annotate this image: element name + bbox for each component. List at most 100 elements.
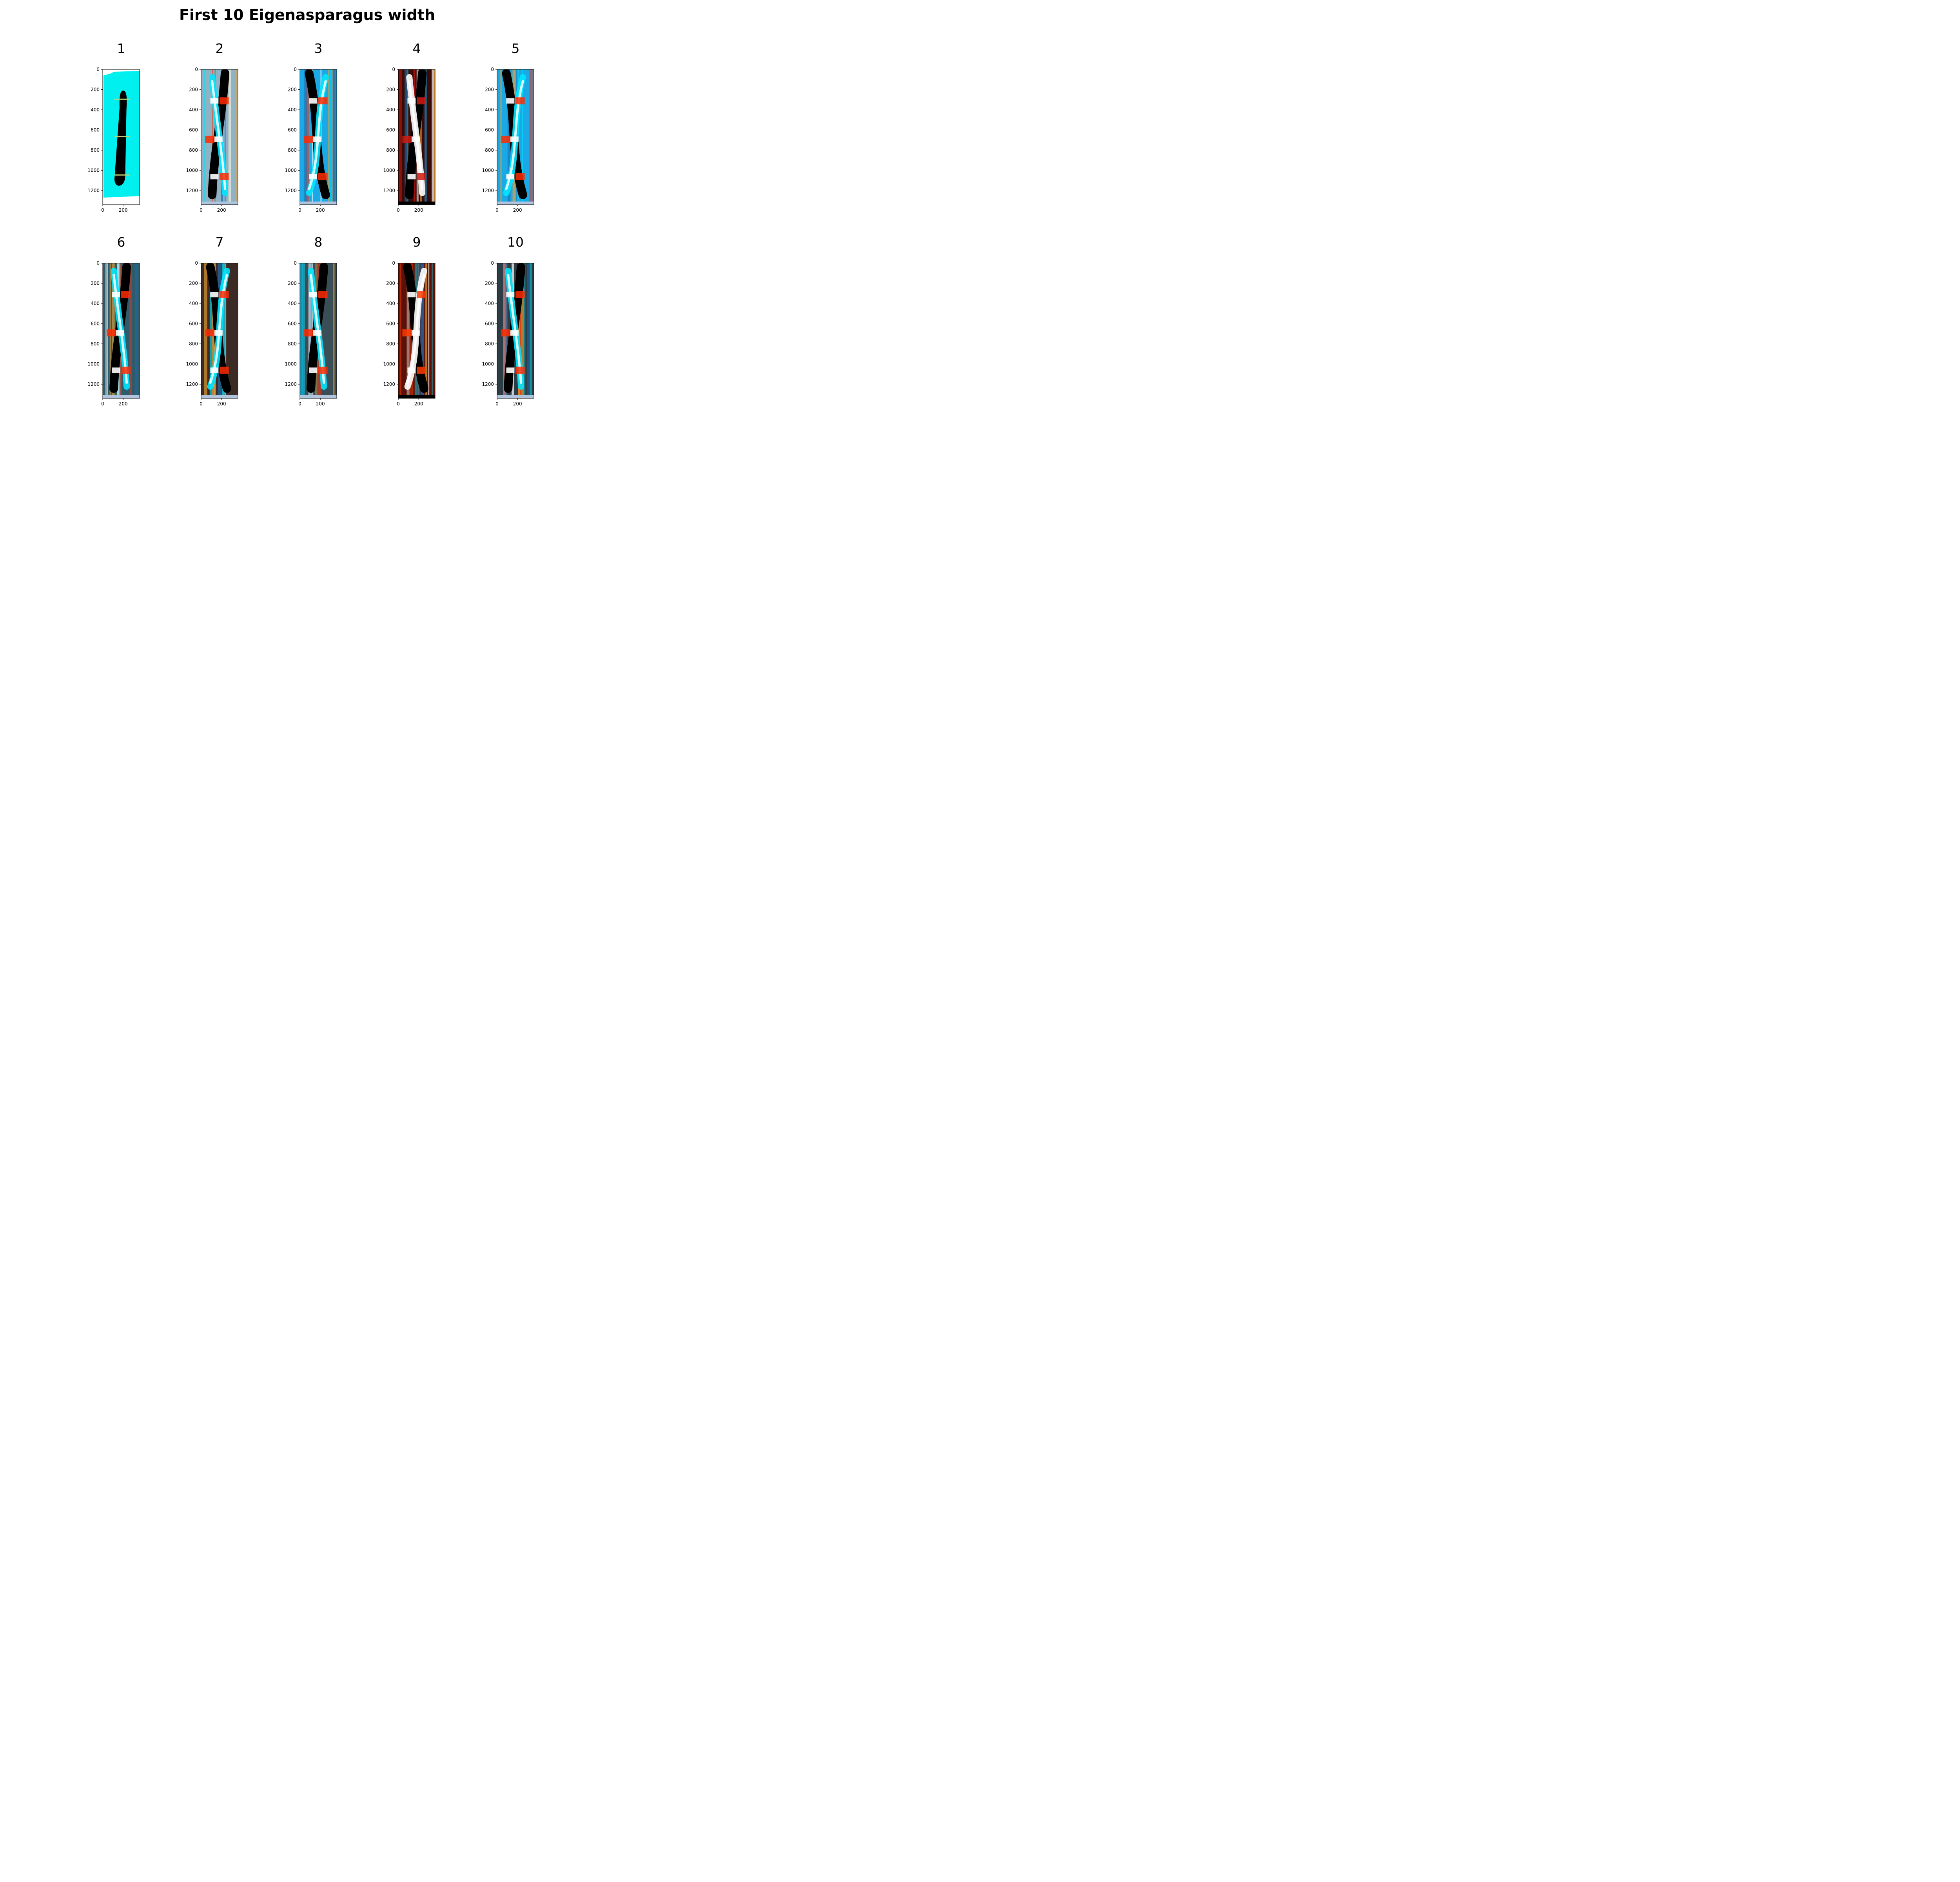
x-tick-label: 200 bbox=[316, 401, 325, 407]
y-tick-label: 1000 bbox=[87, 361, 100, 367]
y-tick-label: 1000 bbox=[186, 167, 198, 173]
figure-title: First 10 Eigenasparagus width bbox=[179, 6, 435, 24]
axes-frame bbox=[398, 263, 436, 399]
y-tick-label: 600 bbox=[485, 127, 494, 133]
panel-10: 10 0 200 400 600 800 1000 1200 0 200 bbox=[482, 234, 534, 407]
y-tick-label: 1000 bbox=[482, 361, 494, 367]
axes-frame bbox=[497, 263, 534, 399]
y-tick-label: 400 bbox=[386, 301, 395, 306]
y-tick-label: 800 bbox=[288, 341, 297, 347]
panel-label: 5 bbox=[512, 41, 520, 56]
y-tick-label: 200 bbox=[485, 280, 494, 286]
y-tick-label: 800 bbox=[91, 341, 100, 347]
y-tick-label: 1200 bbox=[482, 188, 494, 193]
y-tick-label: 400 bbox=[189, 301, 198, 306]
y-tick-label: 200 bbox=[288, 280, 297, 286]
y-tick-label: 1200 bbox=[87, 188, 100, 193]
y-tick-label: 1000 bbox=[186, 361, 198, 367]
x-tick-label: 200 bbox=[119, 401, 128, 407]
y-tick-label: 400 bbox=[386, 107, 395, 113]
y-tick-label: 600 bbox=[288, 127, 297, 133]
y-tick-label: 600 bbox=[485, 321, 494, 326]
axes-frame bbox=[299, 69, 337, 205]
eigenimage bbox=[103, 69, 140, 205]
axes-frame bbox=[398, 69, 436, 205]
y-tick-label: 0 bbox=[491, 260, 494, 266]
x-tick-label: 200 bbox=[513, 207, 522, 213]
y-tick-label: 400 bbox=[189, 107, 198, 113]
y-tick-label: 600 bbox=[386, 127, 395, 133]
panel-label: 1 bbox=[117, 41, 125, 56]
y-tick-label: 1200 bbox=[285, 381, 297, 387]
x-tick-label: 200 bbox=[414, 207, 423, 213]
eigenimage bbox=[497, 263, 534, 398]
axes-frame bbox=[497, 69, 534, 205]
y-tick-label: 800 bbox=[485, 341, 494, 347]
axes-frame bbox=[102, 69, 140, 205]
x-tick-label: 0 bbox=[397, 401, 400, 407]
x-tick-label: 0 bbox=[200, 207, 203, 213]
y-tick-label: 1200 bbox=[383, 381, 395, 387]
y-tick-label: 800 bbox=[386, 341, 395, 347]
panel-5: 5 0 200 400 600 800 1000 1200 0 200 bbox=[482, 41, 534, 213]
y-tick-label: 400 bbox=[485, 107, 494, 113]
y-tick-label: 0 bbox=[294, 67, 297, 72]
y-tick-label: 200 bbox=[386, 280, 395, 286]
x-tick-label: 0 bbox=[101, 401, 104, 407]
y-tick-label: 400 bbox=[288, 301, 297, 306]
y-tick-label: 400 bbox=[91, 301, 100, 306]
x-tick-label: 0 bbox=[495, 401, 499, 407]
panel-3: 3 0 200 400 600 800 1000 1200 0 200 bbox=[285, 41, 337, 213]
x-tick-label: 200 bbox=[217, 401, 226, 407]
axes-frame bbox=[201, 263, 238, 399]
y-tick-label: 0 bbox=[195, 260, 198, 266]
y-tick-label: 200 bbox=[189, 280, 198, 286]
panel-6: 6 0 200 400 600 800 1000 1200 0 200 bbox=[87, 234, 140, 407]
panel-9: 9 0 200 400 600 800 1000 1200 0 200 bbox=[383, 234, 436, 407]
panel-2: 2 0 200 400 600 800 1000 1200 0 200 bbox=[186, 41, 238, 213]
x-tick-label: 0 bbox=[298, 207, 301, 213]
x-tick-label: 200 bbox=[316, 207, 325, 213]
y-tick-label: 600 bbox=[189, 321, 198, 326]
eigenimage bbox=[398, 69, 435, 205]
panel-7: 7 0 200 400 600 800 1000 1200 0 200 bbox=[186, 234, 238, 407]
y-tick-label: 1000 bbox=[87, 167, 100, 173]
eigenimage bbox=[398, 263, 435, 398]
y-tick-label: 1200 bbox=[482, 381, 494, 387]
y-tick-label: 600 bbox=[288, 321, 297, 326]
axes-frame bbox=[201, 69, 238, 205]
y-tick-label: 1000 bbox=[285, 361, 297, 367]
y-tick-label: 800 bbox=[288, 147, 297, 153]
eigenimage bbox=[201, 69, 238, 205]
y-tick-label: 0 bbox=[392, 260, 395, 266]
y-tick-label: 600 bbox=[386, 321, 395, 326]
x-tick-label: 0 bbox=[200, 401, 203, 407]
y-tick-label: 400 bbox=[91, 107, 100, 113]
eigenimage bbox=[300, 69, 337, 205]
y-tick-label: 400 bbox=[485, 301, 494, 306]
panel-label: 6 bbox=[117, 234, 125, 250]
y-tick-label: 200 bbox=[386, 87, 395, 92]
y-tick-label: 1000 bbox=[383, 361, 395, 367]
y-tick-label: 1000 bbox=[285, 167, 297, 173]
y-tick-label: 1200 bbox=[186, 381, 198, 387]
x-tick-label: 200 bbox=[217, 207, 226, 213]
x-tick-label: 200 bbox=[513, 401, 522, 407]
y-tick-label: 200 bbox=[189, 87, 198, 92]
y-tick-label: 200 bbox=[91, 87, 100, 92]
panel-label: 3 bbox=[314, 41, 323, 56]
y-tick-label: 600 bbox=[91, 127, 100, 133]
axes-frame bbox=[102, 263, 140, 399]
y-tick-label: 1200 bbox=[383, 188, 395, 193]
y-tick-label: 200 bbox=[288, 87, 297, 92]
figure: First 10 Eigenasparagus width 1 0 200 400 60… bbox=[0, 0, 614, 461]
y-tick-label: 0 bbox=[491, 67, 494, 72]
x-tick-label: 200 bbox=[414, 401, 423, 407]
y-tick-label: 0 bbox=[195, 67, 198, 72]
y-tick-label: 1000 bbox=[383, 167, 395, 173]
y-tick-label: 800 bbox=[189, 147, 198, 153]
panel-label: 8 bbox=[314, 234, 323, 250]
y-tick-label: 800 bbox=[386, 147, 395, 153]
y-tick-label: 600 bbox=[91, 321, 100, 326]
